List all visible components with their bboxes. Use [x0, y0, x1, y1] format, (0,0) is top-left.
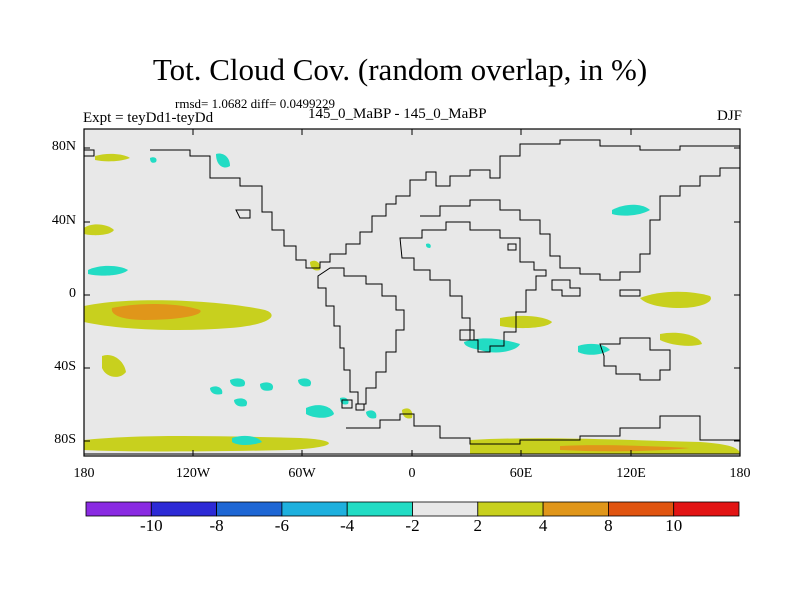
coastline-australia: [599, 337, 671, 381]
colorbar-label: -2: [405, 516, 420, 535]
patch-negative: [230, 378, 246, 387]
lon-tick-label: 120E: [616, 466, 646, 481]
colorbar-label: -6: [274, 516, 289, 535]
patch-negative: [578, 343, 610, 355]
map-background: [84, 129, 740, 456]
lat-tick-label: 80N: [51, 139, 76, 154]
patch-negative: [234, 398, 248, 407]
colorbar-swatch: [281, 501, 348, 517]
coastline-south-america: [317, 267, 405, 405]
colorbar-swatch: [542, 501, 609, 517]
lat-tick-label: 40N: [51, 213, 76, 228]
lat-tick-label: 0: [69, 286, 76, 301]
lon-tick-label: 180: [729, 466, 751, 481]
coastline-islands: [507, 243, 517, 251]
stats-text: rmsd= 1.0682 diff= 0.0499229: [175, 96, 335, 111]
coastline-eurasia: [420, 167, 740, 281]
patch-positive: [95, 153, 130, 162]
lat-tick-label: 80S: [54, 432, 76, 447]
map-title: Tot. Cloud Cov. (random overlap, in %): [152, 52, 648, 87]
colorbar-swatch: [216, 501, 283, 517]
colorbar-swatch: [412, 501, 479, 517]
period-label: 145_0_MaBP - 145_0_MaBP: [308, 106, 487, 122]
patch-positive: [660, 332, 702, 346]
coastline-north-america: [150, 139, 740, 269]
experiment-label: Expt = teyDd1-teyDd: [83, 110, 214, 126]
patch-positive: [402, 408, 413, 419]
season-label: DJF: [716, 108, 742, 124]
coastline-islands: [341, 399, 353, 409]
lon-tick-label: 60W: [288, 466, 316, 481]
coastline-islands: [551, 279, 581, 297]
coastline-antarctica: [346, 413, 740, 445]
colorbar-label: 2: [473, 516, 483, 535]
colorbar-swatch: [150, 501, 218, 517]
coastline-islands: [235, 209, 251, 219]
patch-negative: [216, 153, 230, 168]
colorbar-label: -8: [209, 516, 224, 535]
patch-positive-mid: [111, 304, 201, 320]
anomaly-patches: [84, 153, 740, 454]
axis-ticks: [83, 129, 741, 456]
colorbar-label: -4: [340, 516, 355, 535]
colorbar-swatch: [85, 501, 152, 517]
lon-tick-label: 60E: [509, 466, 533, 481]
patch-negative: [426, 243, 431, 248]
patch-positive: [84, 224, 114, 236]
patch-negative: [366, 410, 377, 419]
patch-negative: [260, 382, 274, 391]
colorbar-swatch: [673, 501, 740, 517]
coastline-africa: [399, 221, 547, 353]
coastline-islands: [355, 403, 365, 411]
patch-positive: [84, 436, 329, 452]
colorbar-label: 4: [538, 516, 548, 535]
patch-negative: [150, 157, 157, 163]
patch-positive: [640, 291, 711, 308]
coastline-islands: [619, 289, 641, 297]
colorbar-swatch: [477, 501, 544, 517]
colorbar: [85, 501, 740, 517]
patch-negative: [612, 204, 650, 216]
coastline-islands: [459, 329, 475, 341]
patch-positive: [500, 315, 552, 329]
colorbar-label: 8: [604, 516, 613, 535]
lon-tick-label: 120W: [175, 466, 211, 481]
patch-negative: [298, 378, 312, 387]
lon-tick-label: 0: [408, 466, 416, 481]
colorbar-swatch: [346, 501, 413, 517]
colorbar-label: -10: [139, 516, 163, 535]
patch-positive-mid: [560, 445, 690, 452]
patch-negative: [210, 386, 223, 395]
patch-negative: [88, 265, 128, 276]
lon-tick-label: 180: [73, 466, 95, 481]
patch-negative: [232, 435, 262, 445]
lat-tick-label: 40S: [54, 359, 76, 374]
patch-negative: [306, 405, 334, 418]
colorbar-swatch: [608, 501, 675, 517]
patch-positive: [102, 354, 126, 377]
colorbar-label: 10: [665, 516, 683, 535]
